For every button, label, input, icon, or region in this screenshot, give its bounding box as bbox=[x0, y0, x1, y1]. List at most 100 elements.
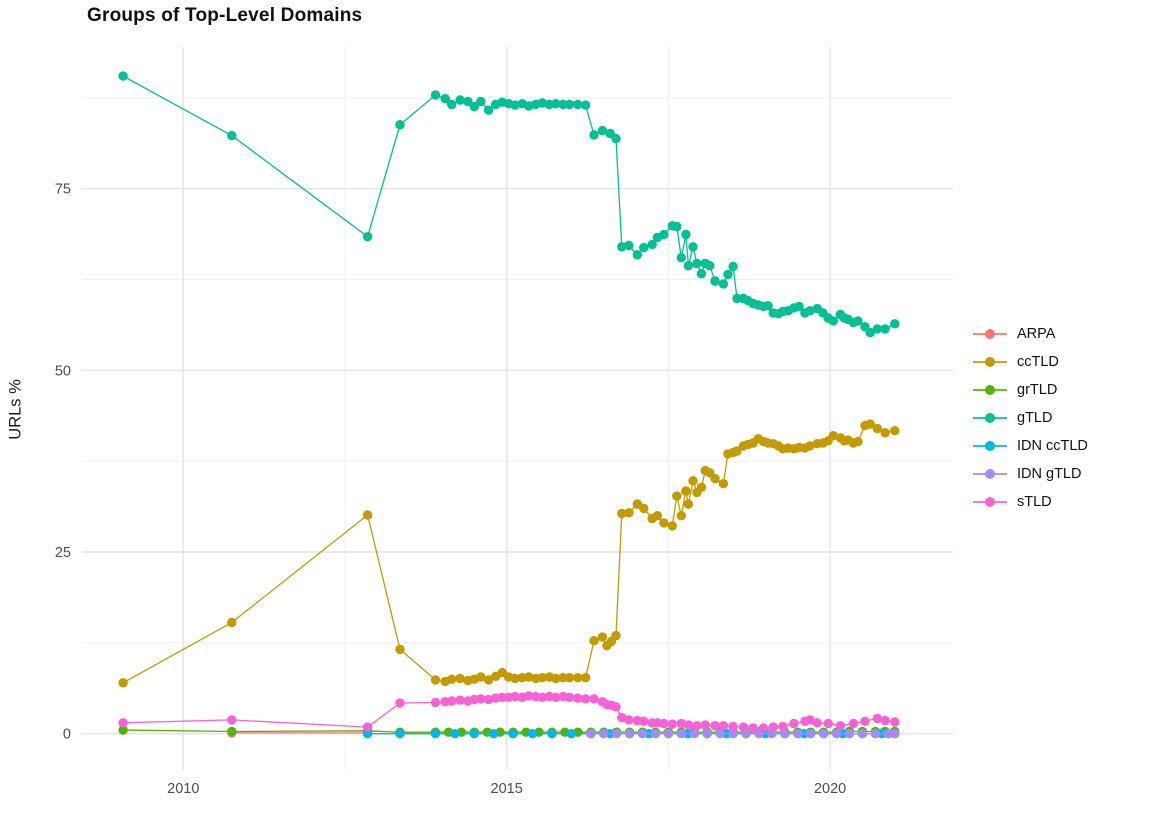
data-point-gtld bbox=[551, 99, 561, 109]
data-point-gtld bbox=[537, 98, 547, 108]
data-point-idn-gtld bbox=[611, 729, 622, 739]
data-point-cctld bbox=[589, 636, 599, 646]
data-point-stld bbox=[580, 694, 591, 704]
data-point-cctld bbox=[667, 521, 677, 531]
data-point-gtld bbox=[564, 99, 575, 110]
data-point-stld bbox=[823, 718, 833, 729]
data-point-stld bbox=[768, 722, 778, 732]
data-point-cctld bbox=[853, 436, 863, 447]
data-point-gtld bbox=[705, 261, 715, 271]
data-point-cctld bbox=[483, 675, 494, 685]
data-point-stld bbox=[805, 715, 815, 725]
data-point-stld bbox=[589, 694, 599, 704]
legend-key-icon bbox=[973, 410, 1007, 426]
data-point-stld bbox=[447, 696, 457, 706]
data-point-cctld bbox=[564, 673, 575, 683]
data-point-gtld bbox=[611, 133, 621, 144]
legend-label: IDN gTLD bbox=[1017, 466, 1082, 482]
legend-key-icon bbox=[973, 354, 1007, 370]
x-tick-label: 2010 bbox=[167, 781, 199, 797]
data-point-stld bbox=[758, 723, 769, 733]
data-point-gtld bbox=[469, 101, 479, 112]
legend-label: ARPA bbox=[1017, 326, 1056, 342]
data-point-cctld bbox=[676, 511, 686, 521]
data-point-stld bbox=[789, 718, 799, 729]
data-point-stld bbox=[639, 716, 649, 726]
legend-item-idn-cctld: IDN ccTLD bbox=[973, 438, 1088, 454]
data-point-gtld bbox=[696, 269, 707, 279]
data-point-idn-gtld bbox=[831, 729, 842, 739]
data-point-idn-gtld bbox=[806, 729, 816, 739]
data-point-cctld bbox=[510, 673, 520, 684]
data-point-cctld bbox=[865, 419, 875, 429]
data-point-idn-cctld bbox=[469, 729, 479, 739]
data-point-gtld bbox=[476, 96, 486, 107]
data-point-gtld bbox=[510, 100, 520, 110]
data-point-gtld bbox=[118, 71, 128, 81]
data-point-stld bbox=[617, 713, 627, 723]
data-point-gtld bbox=[853, 316, 863, 326]
data-point-stld bbox=[564, 692, 575, 702]
data-point-gtld bbox=[659, 229, 669, 240]
legend-key-icon bbox=[973, 382, 1007, 398]
data-point-idn-cctld bbox=[489, 729, 499, 739]
x-tick-label: 2015 bbox=[491, 781, 523, 797]
data-point-stld bbox=[227, 715, 237, 725]
data-point-cctld bbox=[611, 630, 621, 641]
data-point-gtld bbox=[805, 306, 815, 316]
legend-label: sTLD bbox=[1017, 494, 1052, 510]
data-point-stld bbox=[872, 713, 882, 724]
legend-item-cctld: ccTLD bbox=[973, 354, 1088, 370]
legend-key-icon bbox=[973, 438, 1007, 454]
data-point-cctld bbox=[624, 508, 634, 518]
data-point-cctld bbox=[430, 675, 441, 685]
data-point-cctld bbox=[395, 644, 405, 655]
data-point-stld bbox=[483, 694, 494, 705]
data-point-gtld bbox=[589, 130, 599, 140]
data-point-gtld bbox=[683, 261, 694, 271]
data-point-cctld bbox=[362, 510, 373, 520]
data-point-cctld bbox=[447, 674, 457, 684]
data-point-cctld bbox=[227, 617, 237, 628]
data-point-idn-gtld bbox=[793, 729, 803, 739]
y-tick-label: 50 bbox=[55, 363, 71, 379]
data-point-cctld bbox=[718, 479, 729, 489]
series-line-cctld bbox=[122, 423, 895, 684]
data-point-idn-gtld bbox=[676, 729, 686, 739]
data-point-cctld bbox=[476, 672, 486, 682]
data-point-stld bbox=[738, 722, 749, 732]
data-point-stld bbox=[710, 721, 720, 731]
data-point-idn-gtld bbox=[890, 729, 900, 739]
legend-key-icon bbox=[973, 466, 1007, 482]
data-point-idn-gtld bbox=[728, 729, 738, 739]
data-point-stld bbox=[728, 721, 738, 732]
data-point-gtld bbox=[688, 242, 698, 252]
data-point-gtld bbox=[763, 301, 773, 311]
data-point-gtld bbox=[362, 232, 373, 242]
data-point-gtld bbox=[624, 240, 634, 251]
legend: ARPA ccTLD grTLD gTLD IDN ccTLD IDN gTLD… bbox=[973, 326, 1088, 510]
data-point-idn-cctld bbox=[547, 729, 557, 739]
data-point-stld bbox=[748, 723, 758, 733]
data-point-cctld bbox=[688, 476, 698, 486]
data-point-gtld bbox=[573, 99, 583, 110]
data-point-cctld bbox=[672, 491, 682, 501]
data-point-idn-gtld bbox=[624, 729, 635, 739]
x-tick-label: 2020 bbox=[814, 781, 846, 797]
data-point-stld bbox=[455, 695, 465, 705]
data-point-cctld bbox=[551, 673, 561, 684]
data-point-idn-gtld bbox=[637, 729, 648, 739]
data-point-gtld bbox=[890, 319, 900, 329]
data-point-gtld bbox=[672, 221, 682, 232]
data-point-idn-gtld bbox=[857, 729, 868, 739]
legend-label: gTLD bbox=[1017, 410, 1053, 426]
data-point-cctld bbox=[681, 486, 691, 496]
data-point-cctld bbox=[683, 499, 694, 509]
data-point-cctld bbox=[659, 518, 669, 528]
data-point-idn-cctld bbox=[508, 729, 518, 739]
data-point-cctld bbox=[118, 678, 128, 688]
data-point-stld bbox=[683, 720, 694, 730]
data-point-gtld bbox=[463, 96, 473, 107]
data-point-idn-gtld bbox=[650, 729, 661, 739]
data-point-gtld bbox=[483, 105, 494, 115]
